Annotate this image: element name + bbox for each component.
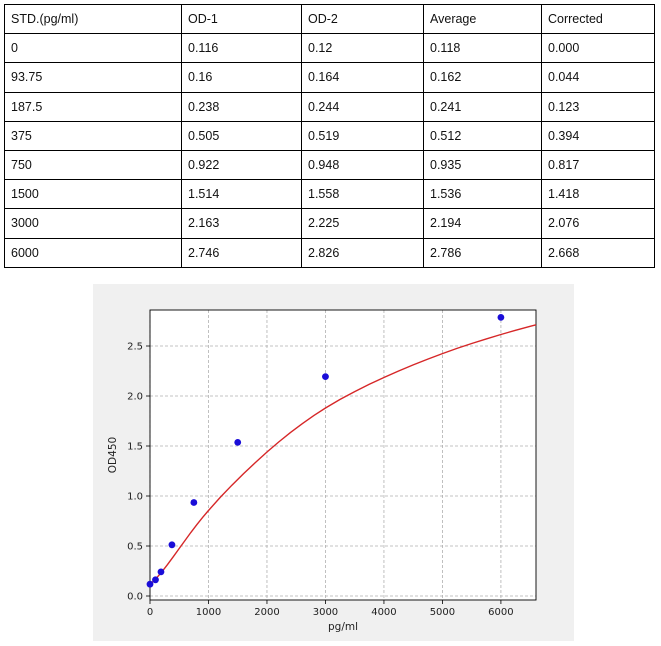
table-cell: 0.12 (301, 33, 424, 64)
table-row: 375 0.505 0.519 0.512 0.394 (4, 120, 655, 151)
y-tick-label: 0.0 (127, 592, 143, 603)
table-header-cell: STD.(pg/ml) (4, 3, 182, 35)
table-row: 93.75 0.16 0.164 0.162 0.044 (4, 62, 655, 93)
table-cell: 1.558 (301, 179, 424, 210)
data-point (234, 439, 242, 446)
table-header-cell: OD-1 (181, 3, 302, 35)
x-tick-label: 2000 (254, 607, 279, 618)
table-cell: 2.786 (423, 237, 542, 268)
y-tick-label: 1.5 (127, 442, 143, 453)
table-cell: 6000 (4, 237, 182, 268)
table-header-row: STD.(pg/ml) OD-1 OD-2 Average Corrected (4, 3, 655, 35)
data-point (190, 499, 198, 506)
table-cell: 750 (4, 149, 182, 181)
table-row: 750 0.922 0.948 0.935 0.817 (4, 149, 655, 181)
table-cell: 0.519 (301, 120, 424, 151)
table-cell: 0.817 (541, 149, 655, 181)
table-cell: 0.394 (541, 120, 655, 151)
table-cell: 0.000 (541, 33, 655, 64)
standard-curve-chart: 0 1000 2000 3000 4000 5000 6000 0.0 0.5 1.0 1.5 2.0… (107, 309, 537, 633)
table-row: 0 0.116 0.12 0.118 0.000 (4, 33, 655, 64)
data-point (157, 568, 165, 576)
y-tick-label: 0.5 (127, 542, 143, 553)
table-cell: 0.123 (541, 91, 655, 122)
table-cell: 1.536 (423, 179, 542, 210)
table-cell: 1.514 (181, 179, 302, 210)
plot-area (150, 310, 536, 600)
table-cell: 2.746 (181, 237, 302, 268)
table-cell: 0.512 (423, 120, 542, 151)
x-tick-label: 3000 (313, 607, 338, 618)
table-cell: 375 (4, 120, 182, 151)
table-cell: 0.116 (181, 33, 302, 64)
table-cell: 1.418 (541, 179, 655, 210)
table-cell: 0.044 (541, 62, 655, 93)
data-point (322, 373, 329, 380)
table-cell: 0.948 (301, 149, 424, 181)
x-tick-label: 0 (147, 607, 153, 618)
table-cell: 0.241 (423, 91, 542, 122)
table-cell: 0.244 (301, 91, 424, 122)
data-point (146, 580, 154, 588)
data-point (497, 314, 505, 321)
table-cell: 1500 (4, 179, 182, 210)
table-cell: 0.164 (301, 62, 424, 93)
table-cell: 0.118 (423, 33, 542, 64)
table-cell: 2.194 (423, 208, 542, 239)
y-axis-label: OD450 (107, 437, 119, 473)
table-cell: 2.668 (541, 237, 655, 268)
table-header-cell: OD-2 (301, 3, 424, 35)
x-tick-label: 6000 (488, 607, 513, 618)
table-cell: 2.826 (301, 237, 424, 268)
table-cell: 0 (4, 33, 182, 64)
x-tick-label: 4000 (371, 607, 396, 618)
y-tick-label: 2.0 (127, 392, 143, 403)
data-point (152, 576, 159, 584)
table-cell: 93.75 (4, 62, 182, 93)
table-cell: 2.163 (181, 208, 302, 239)
table-cell: 2.225 (301, 208, 424, 239)
table-row: 6000 2.746 2.826 2.786 2.668 (4, 237, 655, 268)
table-cell: 0.935 (423, 149, 542, 181)
table-row: 187.5 0.238 0.244 0.241 0.123 (4, 91, 655, 122)
x-axis-label: pg/ml (328, 621, 358, 633)
table-cell: 0.16 (181, 62, 302, 93)
fit-curve-line (149, 324, 537, 585)
table-cell: 0.505 (181, 120, 302, 151)
chart-panel: 0 1000 2000 3000 4000 5000 6000 0.0 0.5 1.0 1.5 2.0… (93, 284, 574, 641)
table-header-cell: Average (423, 3, 542, 35)
standard-curve-table: STD.(pg/ml) OD-1 OD-2 Average Corrected 0 0.11… (4, 3, 655, 268)
table-cell: 3000 (4, 208, 182, 239)
y-tick-label: 2.5 (127, 342, 143, 353)
table-cell: 2.076 (541, 208, 655, 239)
plot-frame (149, 309, 537, 601)
x-tick-label: 5000 (430, 607, 455, 618)
table-cell: 187.5 (4, 91, 182, 122)
table-header-cell: Corrected (541, 3, 655, 35)
table-cell: 0.238 (181, 91, 302, 122)
y-tick-label: 1.0 (127, 492, 143, 503)
data-point (168, 541, 176, 549)
table-row: 3000 2.163 2.225 2.194 2.076 (4, 208, 655, 239)
table-cell: 0.922 (181, 149, 302, 181)
x-tick-label: 1000 (196, 607, 221, 618)
table-row: 1500 1.514 1.558 1.536 1.418 (4, 179, 655, 210)
table-cell: 0.162 (423, 62, 542, 93)
